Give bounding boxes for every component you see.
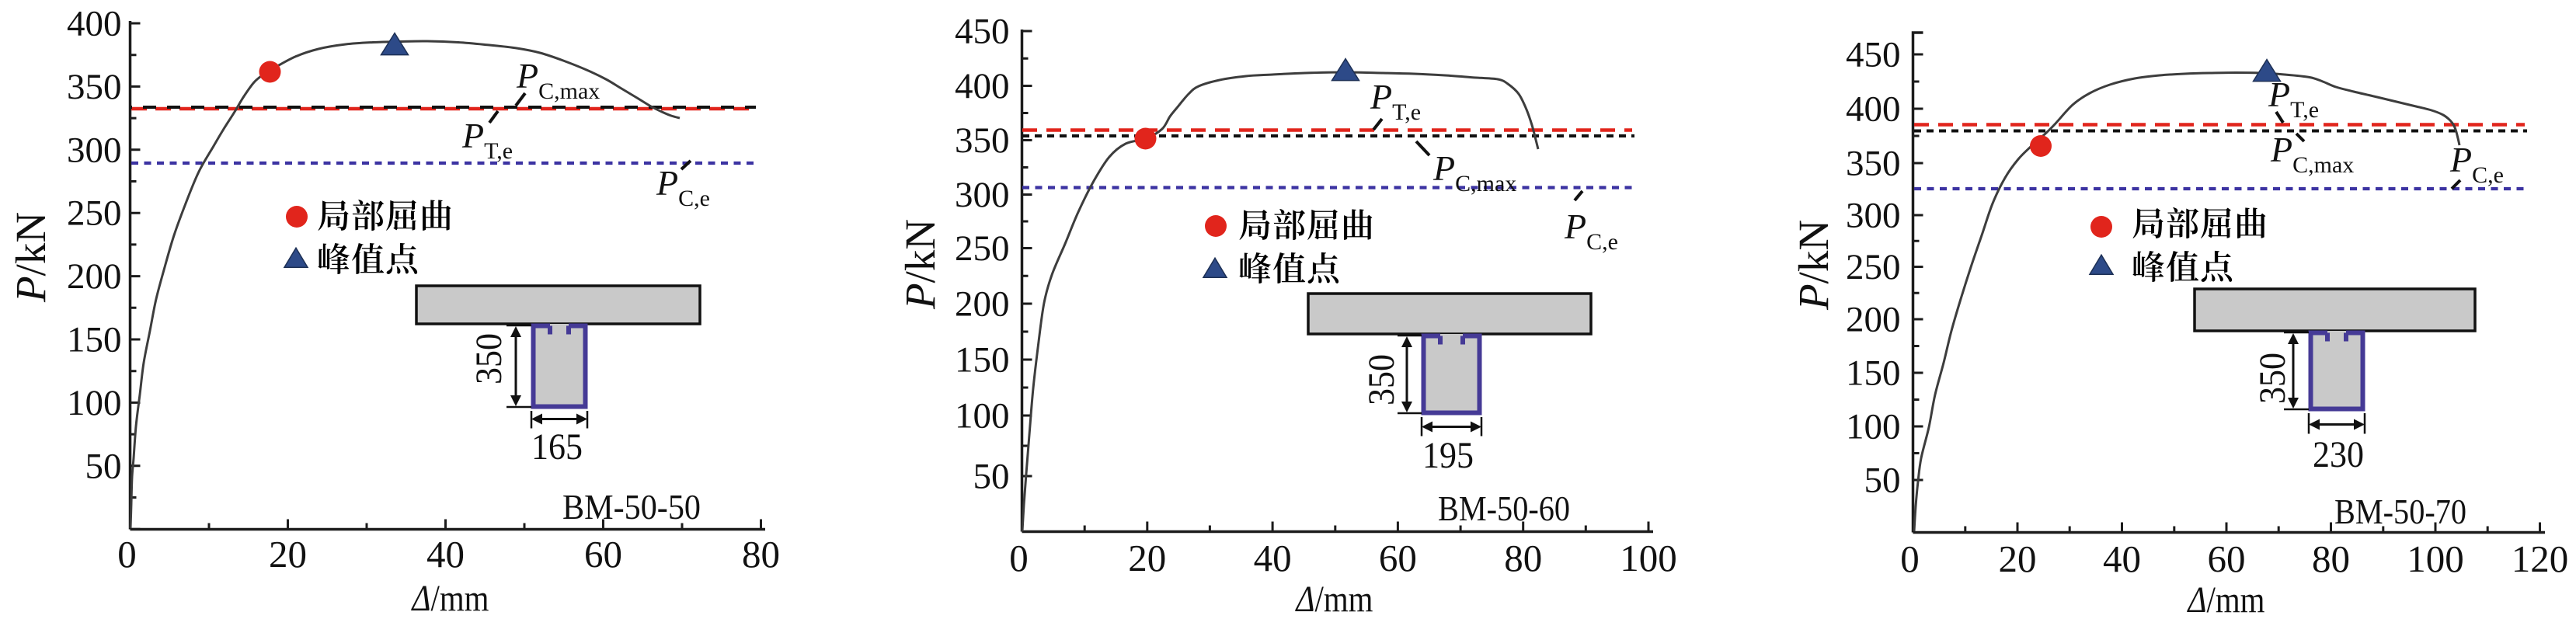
svg-text:350: 350 — [468, 333, 510, 384]
svg-text:350: 350 — [955, 120, 1010, 161]
svg-text:20: 20 — [1999, 537, 2037, 580]
svg-text:250: 250 — [1846, 247, 1901, 287]
svg-text:100: 100 — [1620, 537, 1677, 579]
svg-text:350: 350 — [1361, 354, 1402, 405]
svg-text:230: 230 — [2313, 434, 2364, 475]
svg-text:80: 80 — [2312, 537, 2350, 580]
svg-text:50: 50 — [1864, 461, 1901, 501]
svg-text:200: 200 — [955, 284, 1010, 325]
svg-text:350: 350 — [2252, 353, 2293, 404]
svg-text:60: 60 — [2208, 537, 2246, 580]
svg-text:BM-50-50: BM-50-50 — [562, 487, 701, 527]
svg-text:100: 100 — [67, 383, 122, 423]
svg-text:400: 400 — [67, 4, 122, 44]
svg-text:300: 300 — [67, 130, 122, 170]
svg-text:Δ/mm: Δ/mm — [2187, 579, 2265, 621]
svg-text:PC,max: PC,max — [2270, 130, 2354, 178]
svg-text:400: 400 — [955, 66, 1010, 106]
svg-text:BM-50-70: BM-50-70 — [2334, 492, 2466, 531]
svg-text:0: 0 — [1900, 537, 1920, 580]
svg-text:0: 0 — [117, 533, 137, 576]
svg-text:350: 350 — [67, 67, 122, 107]
svg-text:80: 80 — [1504, 537, 1542, 579]
svg-text:40: 40 — [426, 533, 465, 576]
svg-text:450: 450 — [955, 12, 1010, 52]
svg-text:195: 195 — [1422, 435, 1474, 476]
svg-text:PC,max: PC,max — [516, 56, 600, 104]
svg-text:100: 100 — [955, 396, 1010, 436]
svg-text:50: 50 — [973, 457, 1010, 497]
svg-text:40: 40 — [2103, 537, 2141, 580]
svg-text:Δ/mm: Δ/mm — [411, 578, 489, 619]
svg-text:450: 450 — [1846, 35, 1901, 75]
svg-text:P/kN: P/kN — [1790, 220, 1837, 311]
svg-text:250: 250 — [955, 228, 1010, 269]
svg-text:0: 0 — [1009, 537, 1029, 579]
svg-text:120: 120 — [2512, 537, 2569, 580]
svg-text:P/kN: P/kN — [896, 219, 944, 310]
svg-text:60: 60 — [1379, 537, 1417, 579]
svg-text:Δ/mm: Δ/mm — [1295, 579, 1373, 620]
svg-text:P/kN: P/kN — [7, 212, 54, 303]
svg-text:100: 100 — [2407, 537, 2464, 580]
svg-text:165: 165 — [531, 426, 583, 468]
svg-text:60: 60 — [584, 533, 622, 576]
svg-text:PC,e: PC,e — [1564, 207, 1618, 255]
svg-text:PC,e: PC,e — [656, 163, 710, 211]
svg-text:20: 20 — [269, 533, 307, 576]
svg-text:PT,e: PT,e — [1370, 77, 1421, 125]
svg-text:200: 200 — [67, 256, 122, 297]
svg-text:400: 400 — [1846, 89, 1901, 130]
svg-text:300: 300 — [1846, 196, 1901, 236]
svg-text:200: 200 — [1846, 300, 1901, 340]
svg-text:250: 250 — [67, 193, 122, 234]
svg-text:50: 50 — [85, 446, 122, 486]
svg-text:PT,e: PT,e — [2268, 75, 2319, 123]
svg-text:150: 150 — [67, 320, 122, 360]
svg-text:350: 350 — [1846, 144, 1901, 184]
svg-text:BM-50-60: BM-50-60 — [1438, 489, 1570, 528]
svg-text:PC,max: PC,max — [1432, 148, 1516, 196]
svg-text:20: 20 — [1128, 537, 1166, 579]
svg-text:150: 150 — [1846, 353, 1901, 394]
svg-text:80: 80 — [742, 533, 780, 576]
svg-text:PC,e: PC,e — [2449, 140, 2504, 188]
svg-text:40: 40 — [1254, 537, 1292, 579]
svg-text:300: 300 — [955, 175, 1010, 215]
svg-text:150: 150 — [955, 340, 1010, 381]
svg-text:100: 100 — [1846, 407, 1901, 447]
svg-text:PT,e: PT,e — [461, 116, 513, 164]
